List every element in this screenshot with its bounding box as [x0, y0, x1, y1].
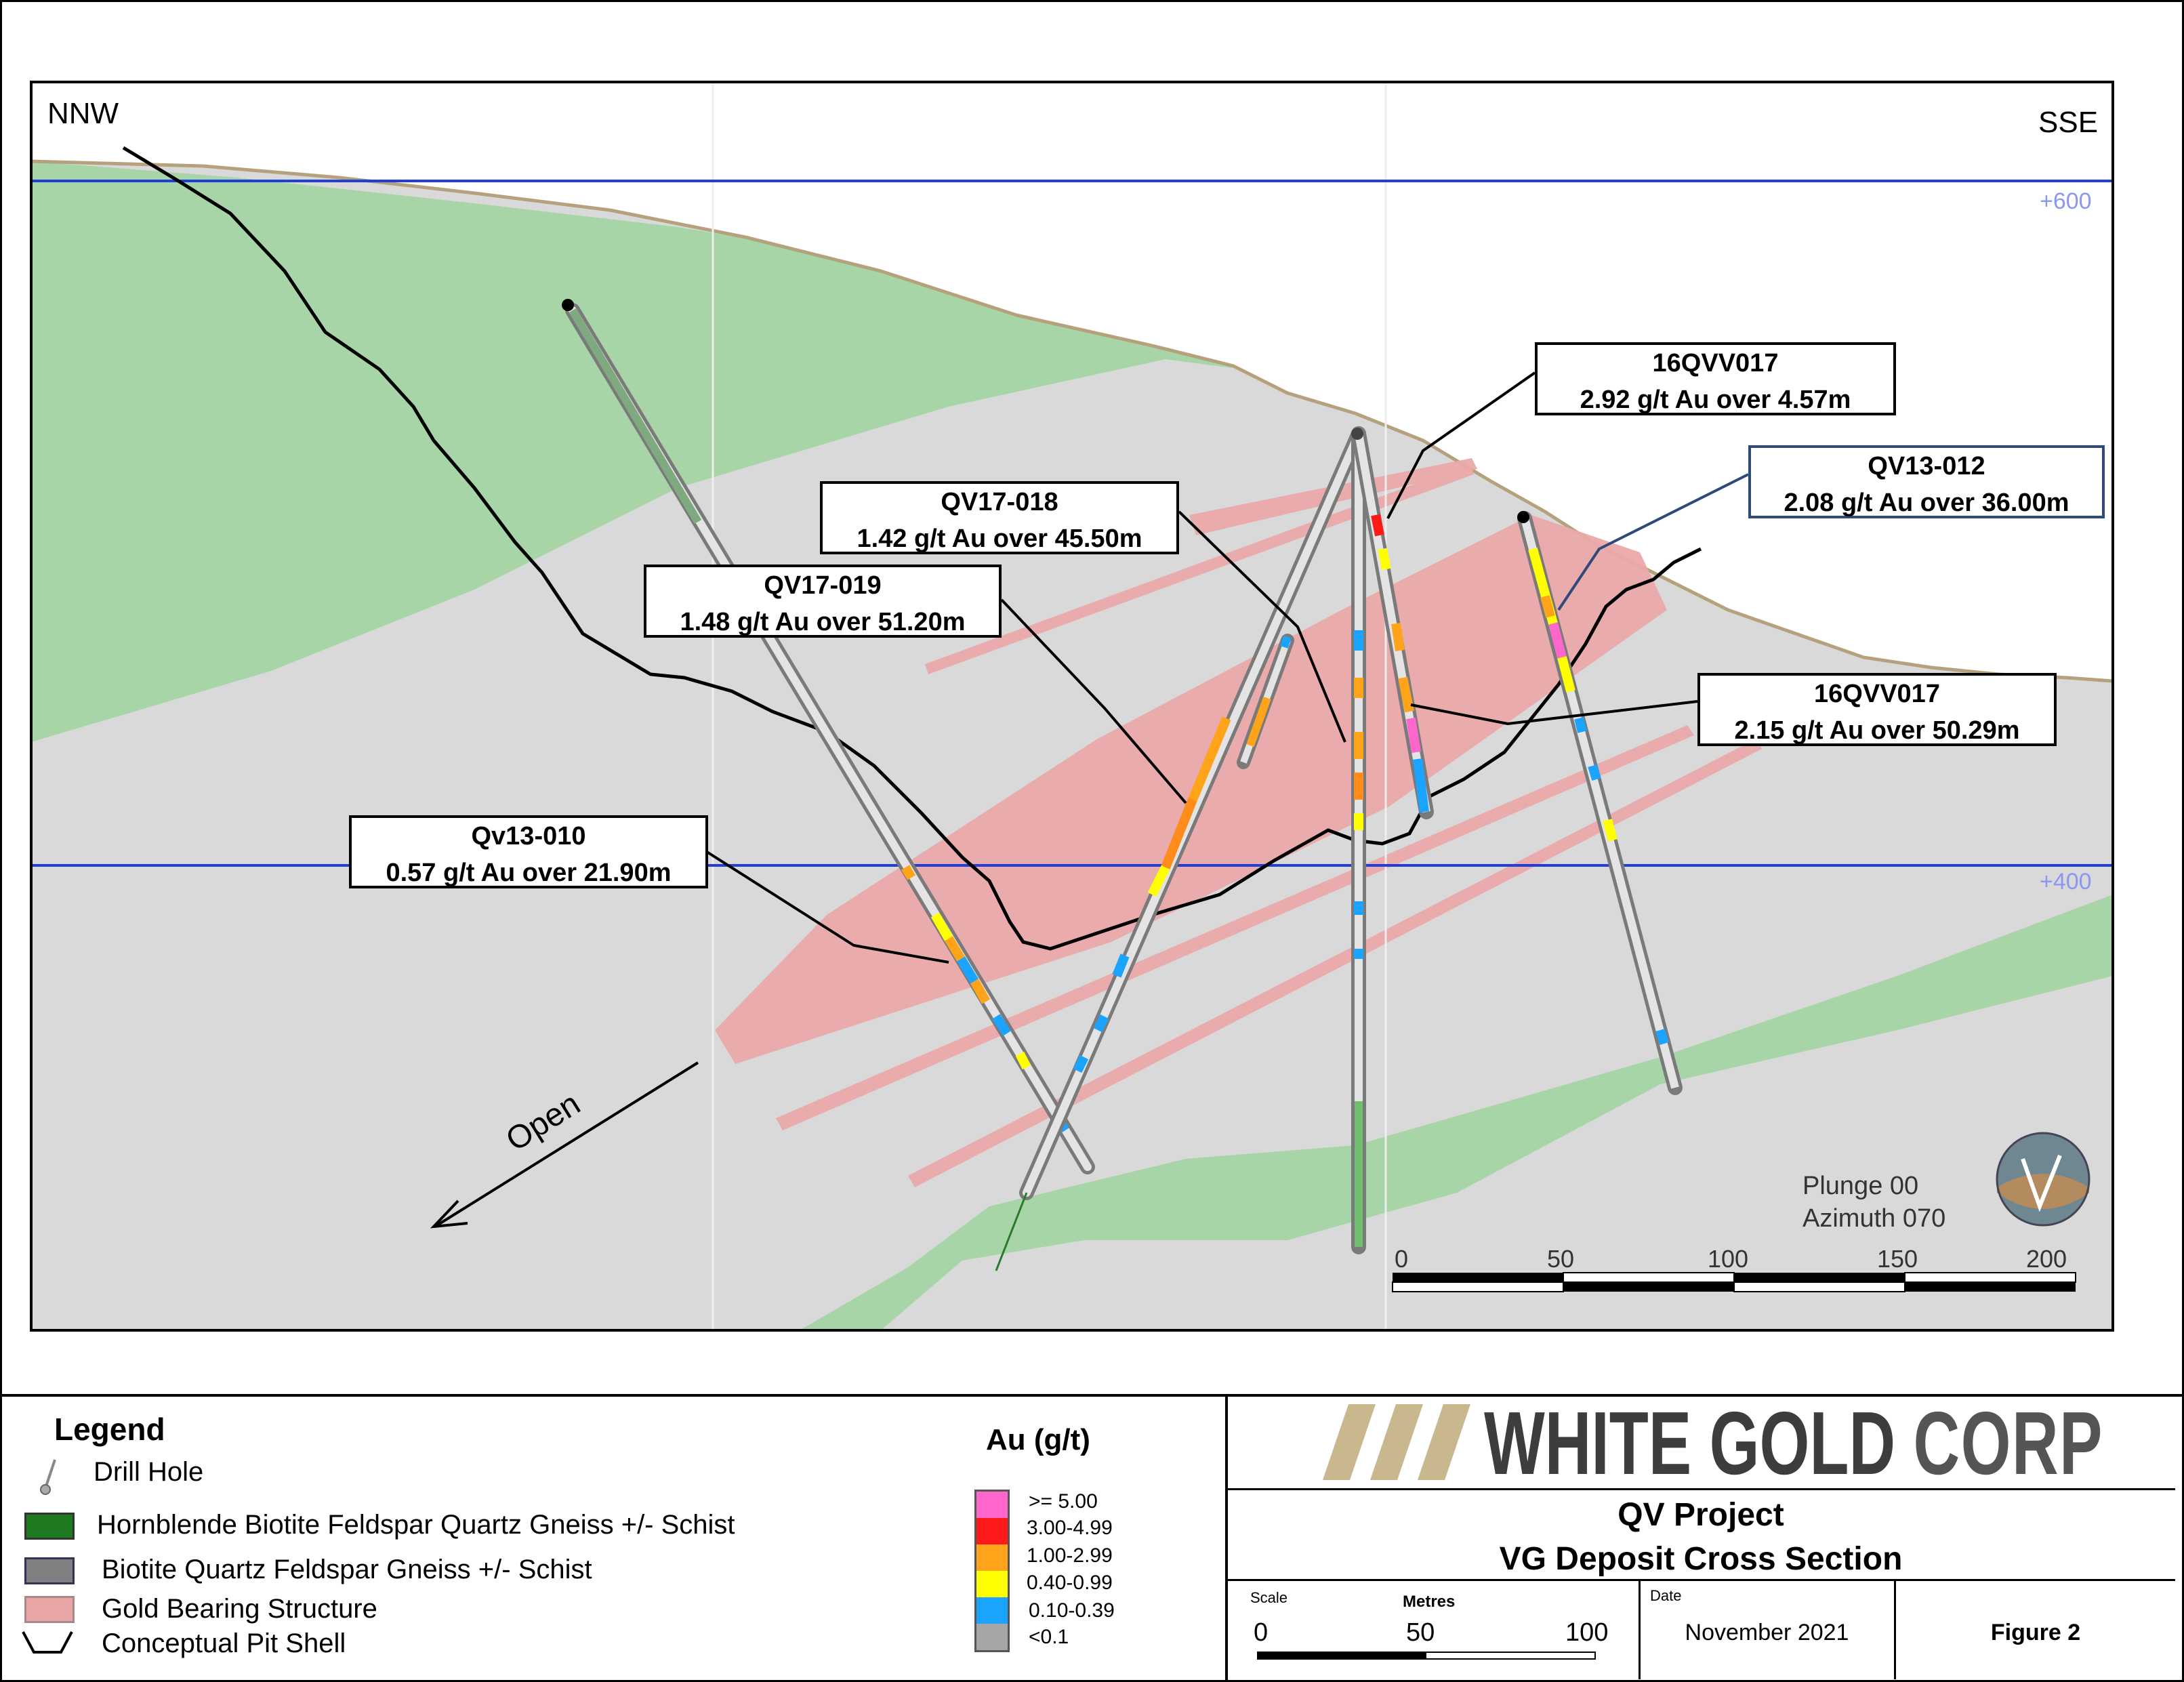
au-swatch-3: [976, 1544, 1008, 1571]
title-scale-tick-50: 50: [1406, 1618, 1435, 1647]
au-label-5: 0.10-0.39: [1029, 1599, 1115, 1622]
au-swatch-6: [976, 1624, 1008, 1650]
direction-left: NNW: [47, 97, 119, 130]
map-border: [30, 81, 2114, 1332]
map-scale-bar: [1392, 1272, 2076, 1292]
title-scale-bar: [1257, 1652, 1596, 1660]
legend-swatch-hornblende: [24, 1513, 75, 1540]
legend-item-biotite: Biotite Quartz Feldspar Gneiss +/- Schis…: [102, 1555, 592, 1584]
elevation-label-400: +400: [2040, 869, 2092, 895]
logo-text: WHITE GOLD CORP: [1484, 1396, 2103, 1491]
conceptual-pit-shell: [122, 146, 1702, 951]
legend-swatch-gold-structure: [24, 1596, 75, 1623]
logo-text-bold: WHITE GOLD: [1484, 1393, 1896, 1493]
plunge-label: Plunge 00: [1802, 1172, 1918, 1200]
gold-bearing-structures: [715, 458, 1762, 1187]
au-label-6: <0.1: [1029, 1626, 1069, 1648]
bottom-panel-divider: [0, 1394, 2184, 1397]
title-scale-tick-100: 100: [1565, 1618, 1609, 1647]
title-block-left-border: [1225, 1395, 1228, 1680]
au-label-3: 1.00-2.99: [1027, 1544, 1113, 1567]
au-label-1: >= 5.00: [1029, 1490, 1098, 1513]
topography-line: [31, 159, 2113, 683]
callout-16qvv017-upper: 16QVV017 2.92 g/t Au over 4.57m: [1535, 342, 1896, 415]
date-label: Date: [1650, 1587, 1682, 1604]
scale-tick-200: 200: [2026, 1245, 2067, 1273]
au-scale-bar: [974, 1490, 1010, 1652]
title-block-divider-3: [1639, 1580, 1641, 1679]
legend-item-gold-structure: Gold Bearing Structure: [102, 1594, 377, 1624]
callout-qv17-019: QV17-019 1.48 g/t Au over 51.20m: [644, 565, 1002, 638]
hornblende-gneiss-lower-unit: [800, 895, 2113, 1330]
project-title: QV Project: [1618, 1497, 1784, 1533]
au-swatch-2: [976, 1518, 1008, 1544]
legend-item-hornblende: Hornblende Biotite Feldspar Quartz Gneis…: [97, 1510, 735, 1540]
scale-tick-150: 150: [1877, 1245, 1918, 1273]
metres-label: Metres: [1403, 1593, 1456, 1611]
legend-item-drill-hole: Drill Hole: [94, 1457, 204, 1487]
scale-tick-0: 0: [1395, 1245, 1408, 1273]
orientation-globe-icon: [1996, 1132, 2090, 1227]
open-arrow: [430, 1061, 699, 1229]
au-label-4: 0.40-0.99: [1027, 1572, 1113, 1594]
legend-swatch-biotite: [24, 1557, 75, 1584]
title-block-divider-2: [1227, 1579, 2175, 1581]
drill-hole-16qvv017: [1351, 426, 1434, 819]
air-above-surface: [31, 82, 2113, 681]
au-label-2: 3.00-4.99: [1027, 1517, 1113, 1539]
white-gold-logo-icon: [1323, 1404, 1470, 1480]
callout-qv13-010: Qv13-010 0.57 g/t Au over 21.90m: [349, 815, 708, 888]
scale-tick-50: 50: [1547, 1245, 1574, 1273]
logo-text-light: CORP: [1913, 1393, 2103, 1493]
callout-leader-blue: [1557, 473, 1749, 611]
au-scale-title: Au (g/t): [986, 1423, 1090, 1456]
scale-label: Scale: [1250, 1589, 1288, 1606]
azimuth-label: Azimuth 070: [1802, 1204, 1945, 1233]
drill-hole-qv17-018: [1237, 634, 1294, 769]
legend-item-pit-shell: Conceptual Pit Shell: [102, 1628, 346, 1658]
elevation-label-600: +600: [2040, 188, 2092, 214]
title-block-divider-1: [1227, 1488, 2175, 1490]
section-subtitle: VG Deposit Cross Section: [1499, 1541, 1903, 1577]
callout-qv17-018: QV17-018 1.42 g/t Au over 45.50m: [820, 481, 1179, 554]
drill-hole-icon: [40, 1459, 56, 1495]
callout-qv13-012: QV13-012 2.08 g/t Au over 36.00m: [1748, 445, 2105, 518]
au-swatch-4: [976, 1571, 1008, 1597]
pit-shell-icon: [22, 1631, 73, 1654]
direction-right: SSE: [2038, 106, 2098, 139]
au-swatch-1: [976, 1492, 1008, 1518]
figure-number: Figure 2: [1990, 1620, 2081, 1645]
legend-title: Legend: [54, 1412, 165, 1447]
scale-tick-100: 100: [1708, 1245, 1748, 1273]
title-block-divider-4: [1894, 1580, 1896, 1679]
callout-16qvv017-lower: 16QVV017 2.15 g/t Au over 50.29m: [1697, 673, 2057, 746]
drill-hole-qv13-010: [562, 299, 1095, 1174]
callout-leaders: [703, 371, 1698, 964]
drill-hole-qv13-012: [1517, 511, 1683, 1095]
date-value: November 2021: [1685, 1620, 1849, 1645]
drill-hole-qv17-019: [995, 426, 1366, 1271]
title-scale-tick-0: 0: [1254, 1618, 1269, 1647]
au-swatch-5: [976, 1597, 1008, 1624]
